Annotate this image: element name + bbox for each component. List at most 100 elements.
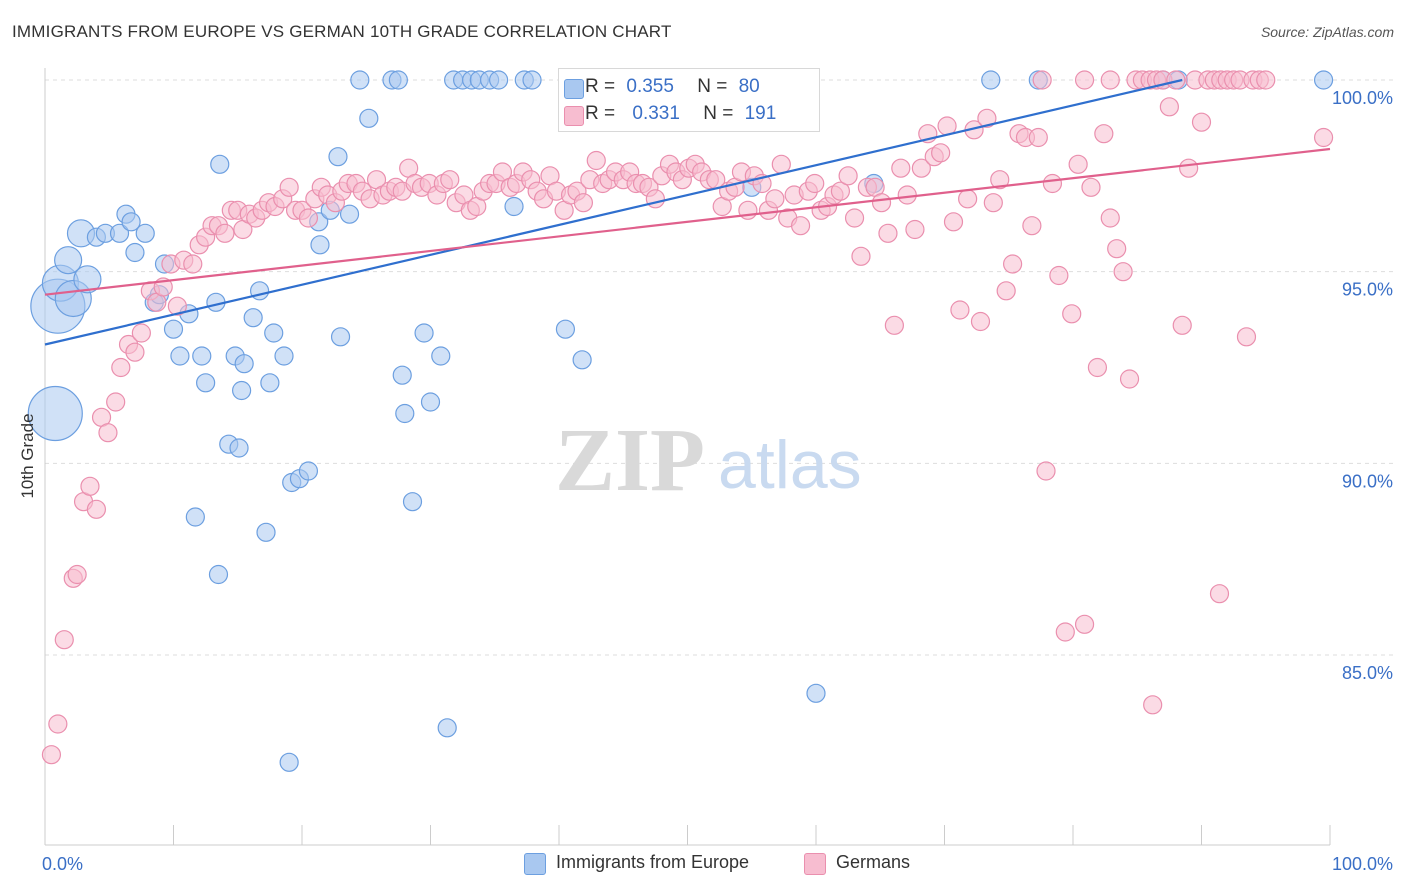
immigrants-point xyxy=(522,70,542,90)
immigrants-point xyxy=(229,438,249,458)
n-value: 191 xyxy=(744,103,777,124)
immigrants-point xyxy=(170,346,190,366)
germans-point xyxy=(1113,262,1133,282)
germans-point xyxy=(1087,357,1108,378)
r-value: 0.331 xyxy=(632,103,680,124)
germans-point xyxy=(911,158,931,178)
immigrants-point xyxy=(210,154,230,174)
germans-point xyxy=(1209,584,1230,604)
y-tick-label: 90.0% xyxy=(1342,471,1393,491)
immigrants-point xyxy=(274,346,294,366)
germans-point xyxy=(1313,127,1334,148)
germans-point xyxy=(1159,97,1179,117)
n-label: N = xyxy=(697,76,728,97)
r-value: 0.355 xyxy=(626,76,674,97)
immigrants-point xyxy=(125,242,145,263)
germans-point xyxy=(1143,695,1163,715)
germans-point xyxy=(1042,173,1063,194)
immigrants-point xyxy=(260,373,280,393)
germans-point xyxy=(1068,154,1088,174)
stats-row-immigrants: R = 0.355 N = 80 xyxy=(564,76,760,99)
germans-point xyxy=(970,311,991,332)
germans-point xyxy=(48,714,68,734)
immigrants-point xyxy=(185,507,205,527)
legend-item-germans[interactable]: Germans xyxy=(804,852,910,875)
germans-point xyxy=(573,193,594,213)
germans-point xyxy=(950,300,970,320)
immigrants-point xyxy=(388,70,408,90)
germans-point xyxy=(1055,622,1075,642)
immigrants-point xyxy=(489,70,509,90)
immigrants-point xyxy=(555,319,576,339)
germans-point xyxy=(298,208,319,228)
immigrants-point xyxy=(208,564,229,585)
germans-point xyxy=(1172,315,1192,335)
immigrants-point xyxy=(310,235,330,255)
axis-layer: 100.0% 95.0% 90.0% 85.0% xyxy=(44,68,1393,846)
immigrants-point xyxy=(196,373,216,393)
immigrants-swatch xyxy=(564,79,584,99)
germans-point xyxy=(844,208,865,228)
immigrants-point xyxy=(330,327,351,347)
n-value: 80 xyxy=(738,76,760,97)
germans-point xyxy=(851,246,871,266)
germans-point xyxy=(1256,70,1276,90)
immigrants-point xyxy=(572,350,592,370)
stats-row-germans: R = 0.331 N = 191 xyxy=(564,103,777,126)
trend-layer xyxy=(44,78,1331,346)
germans-point xyxy=(884,315,904,335)
germans-point xyxy=(996,281,1016,301)
immigrants-point xyxy=(437,718,457,738)
immigrants-point xyxy=(54,246,83,275)
immigrants-point xyxy=(420,392,441,412)
germans-point xyxy=(1022,216,1042,236)
germans-point xyxy=(586,150,606,171)
immigrants-point xyxy=(806,683,826,703)
germans-point xyxy=(1074,70,1095,90)
germans-point xyxy=(805,173,825,194)
n-label: N = xyxy=(703,103,734,124)
germans-point xyxy=(790,216,811,236)
germans-point xyxy=(1028,127,1048,148)
germans-point xyxy=(645,189,665,209)
germans-point xyxy=(1032,70,1052,90)
immigrants-trend-line xyxy=(44,78,1183,346)
germans-point xyxy=(1100,208,1120,228)
immigrants-point xyxy=(135,223,155,243)
germans-point xyxy=(183,254,203,274)
legend-swatch-immigrants xyxy=(524,853,546,875)
r-label: R = xyxy=(585,76,616,97)
germans-point xyxy=(1100,70,1120,90)
x-tick-label-right: 100.0% xyxy=(1332,854,1393,874)
germans-point xyxy=(983,193,1003,213)
immigrants-point xyxy=(279,752,299,772)
legend-label-immigrants: Immigrants from Europe xyxy=(556,852,750,872)
legend-item-immigrants[interactable]: Immigrants from Europe xyxy=(524,852,750,875)
germans-point xyxy=(54,630,74,650)
germans-point xyxy=(878,223,898,243)
immigrants-point xyxy=(359,108,379,128)
germans-point xyxy=(98,423,118,443)
germans-point xyxy=(41,745,62,765)
germans-point xyxy=(838,166,858,186)
germans-point xyxy=(891,158,911,178)
germans-point xyxy=(80,476,100,496)
immigrants-point xyxy=(27,385,83,442)
immigrants-point xyxy=(431,346,451,366)
germans-point xyxy=(905,219,925,240)
germans-point xyxy=(215,223,235,243)
germans-point xyxy=(111,357,131,378)
germans-point xyxy=(67,564,87,585)
immigrants-point xyxy=(339,204,360,224)
germans-point xyxy=(1074,614,1095,634)
immigrants-point xyxy=(504,196,524,217)
germans-point xyxy=(1236,327,1257,347)
germans-point xyxy=(1036,461,1056,481)
immigrants-point xyxy=(328,147,348,167)
immigrants-point xyxy=(1313,70,1334,90)
germans-point xyxy=(1062,304,1082,324)
immigrants-point xyxy=(192,346,212,366)
germans-point xyxy=(1191,112,1212,132)
immigrants-point xyxy=(234,354,254,374)
immigrants-point xyxy=(395,403,415,424)
